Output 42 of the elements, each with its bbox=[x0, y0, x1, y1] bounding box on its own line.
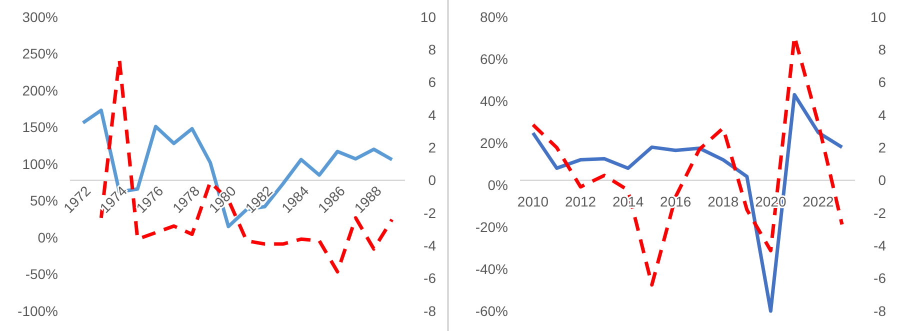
y2-tick-label: -8 bbox=[424, 302, 436, 319]
y-tick-label: 0% bbox=[488, 176, 508, 193]
y2-tick-label: -6 bbox=[424, 270, 436, 286]
y-tick-label: 60% bbox=[480, 50, 508, 67]
y2-tick-label: 2 bbox=[428, 140, 436, 156]
y-tick-label: 150% bbox=[22, 119, 58, 136]
y2-tick-label: 6 bbox=[428, 74, 436, 90]
y-tick-label: -60% bbox=[475, 302, 508, 319]
y-tick-label: 80% bbox=[480, 8, 508, 25]
y-tick-label: 0% bbox=[38, 229, 58, 246]
x-tick-label: 2022 bbox=[802, 193, 834, 210]
y-tick-label: 300% bbox=[22, 8, 58, 25]
y-tick-label: 100% bbox=[22, 156, 58, 172]
y-tick-label: 20% bbox=[480, 134, 508, 151]
y2-tick-label: 10 bbox=[420, 8, 436, 25]
x-tick-label: 2018 bbox=[708, 193, 739, 210]
y-tick-label: -40% bbox=[475, 260, 508, 277]
y2-tick-label: 8 bbox=[878, 42, 886, 58]
y-tick-label: 200% bbox=[22, 82, 58, 98]
y-tick-label: -100% bbox=[18, 302, 58, 319]
y2-tick-label: -8 bbox=[874, 302, 886, 319]
y2-tick-label: 6 bbox=[878, 74, 886, 90]
y2-tick-label: 0 bbox=[878, 172, 886, 188]
y2-tick-label: 4 bbox=[428, 106, 436, 123]
y-tick-label: -20% bbox=[475, 218, 508, 235]
y-tick-label: 40% bbox=[480, 92, 508, 109]
y-tick-label: 50% bbox=[30, 192, 58, 209]
y2-tick-label: -4 bbox=[424, 238, 436, 254]
x-tick-label: 2016 bbox=[660, 193, 692, 210]
y2-tick-label: -6 bbox=[874, 270, 886, 286]
y2-tick-label: 10 bbox=[870, 8, 886, 25]
y2-tick-label: 0 bbox=[428, 172, 436, 188]
y-tick-label: -50% bbox=[25, 266, 58, 282]
x-tick-label: 2010 bbox=[517, 193, 549, 210]
y2-tick-label: -2 bbox=[424, 204, 436, 221]
y2-tick-label: -4 bbox=[874, 238, 886, 254]
y2-tick-label: 8 bbox=[428, 42, 436, 58]
y-tick-label: 250% bbox=[22, 46, 58, 62]
y2-tick-label: 2 bbox=[878, 140, 886, 156]
y2-tick-label: 4 bbox=[878, 106, 886, 123]
x-tick-label: 2012 bbox=[564, 193, 596, 210]
y2-tick-label: -2 bbox=[874, 204, 886, 221]
